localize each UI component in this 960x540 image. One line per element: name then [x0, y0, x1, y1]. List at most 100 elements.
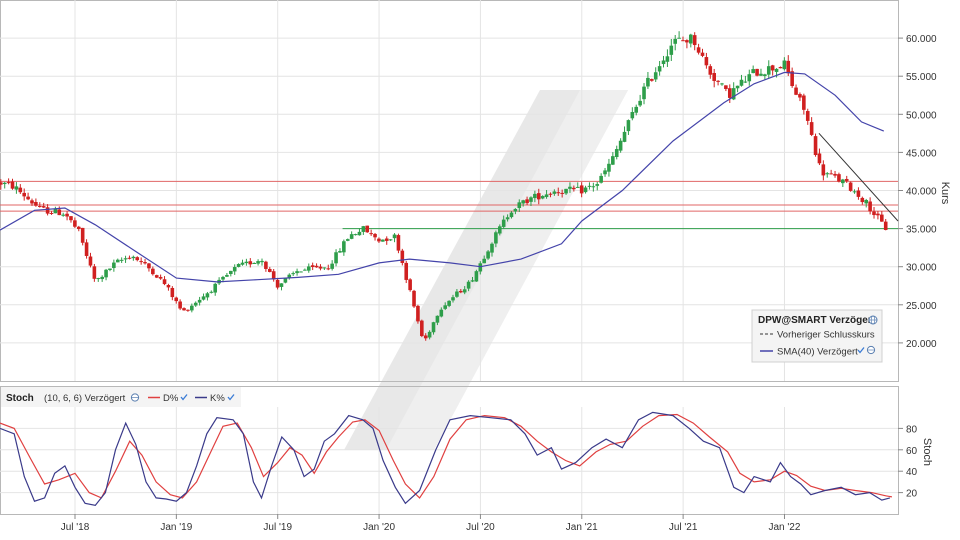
candle-up	[782, 60, 787, 70]
candle-up	[591, 186, 596, 188]
candle-up	[221, 276, 225, 280]
candle-down	[821, 164, 826, 176]
candle-up	[474, 271, 479, 282]
candle-up	[61, 214, 65, 216]
legend-sma-label: SMA(40) Verzögert	[777, 347, 858, 358]
candle-down	[572, 187, 576, 190]
downtrend-line	[818, 133, 899, 222]
candle-down	[326, 268, 331, 270]
candle-down	[848, 182, 853, 191]
candle-down	[770, 65, 775, 71]
candle-up	[766, 66, 771, 75]
candle-down	[178, 301, 182, 309]
candle-up	[225, 275, 229, 277]
candle-up	[287, 274, 292, 278]
candle-up	[864, 200, 869, 204]
check-icon[interactable]	[857, 347, 865, 354]
candle-up	[108, 268, 112, 270]
candle-up	[205, 293, 210, 298]
candle-down	[369, 233, 373, 235]
globe-icon[interactable]	[866, 345, 876, 355]
candle-up	[427, 331, 432, 338]
candle-down	[844, 178, 849, 181]
candle-up	[735, 85, 740, 89]
candle-up	[462, 289, 467, 293]
candle-up	[361, 226, 366, 232]
candle-down	[704, 57, 709, 66]
candle-up	[614, 149, 619, 158]
candle-up	[244, 261, 249, 264]
candle-down	[794, 87, 798, 95]
globe-icon[interactable]	[868, 315, 878, 325]
candle-up	[443, 305, 448, 309]
candle-up	[345, 239, 350, 241]
candle-up	[665, 56, 670, 62]
candle-down	[84, 242, 89, 256]
candle-down	[158, 276, 163, 279]
stoch-y-axis: 80 60 40 20	[898, 424, 918, 500]
candle-up	[731, 88, 736, 100]
candle-down	[556, 192, 561, 194]
candle-up	[763, 74, 767, 77]
candle-down	[817, 153, 822, 164]
candle-down	[400, 250, 405, 263]
candle-down	[579, 185, 584, 194]
candle-up	[505, 217, 510, 220]
candle-down	[778, 66, 783, 69]
candle-up	[353, 234, 358, 236]
candle-up	[451, 297, 455, 301]
candle-up	[630, 112, 635, 119]
stoch-axis-label: Stoch	[921, 438, 933, 466]
candle-up	[115, 259, 120, 263]
candle-up	[112, 262, 116, 269]
candle-up	[104, 269, 108, 278]
candle-down	[22, 192, 27, 197]
candle-up	[392, 234, 397, 239]
candle-down	[404, 262, 409, 280]
candle-up	[306, 266, 311, 271]
price-y-axis: 60.000 55.000 50.000 45.000 40.000 35.000 30.0…	[898, 34, 937, 350]
candle-down	[182, 308, 186, 311]
candle-down	[872, 211, 876, 216]
candle-up	[256, 261, 260, 264]
candle-down	[712, 73, 716, 81]
candle-down	[883, 221, 888, 230]
candle-down	[755, 68, 759, 76]
candle-down	[154, 275, 159, 278]
candle-up	[213, 283, 218, 293]
candle-up	[852, 191, 857, 193]
check-icon[interactable]	[227, 394, 235, 401]
candle-down	[37, 205, 42, 207]
candle-down	[151, 268, 155, 275]
candle-up	[739, 79, 744, 86]
candle-up	[774, 68, 779, 72]
candle-up	[260, 260, 264, 263]
candle-up	[657, 66, 662, 72]
candle-down	[248, 261, 253, 265]
candle-down	[65, 213, 69, 217]
candle-up	[634, 106, 639, 113]
candle-down	[416, 305, 420, 322]
price-tick-label: 50.000	[906, 110, 937, 121]
candle-up	[470, 280, 475, 282]
candle-up	[209, 291, 214, 293]
candle-down	[275, 279, 280, 288]
x-tick-label: Jan '22	[769, 522, 801, 533]
candle-up	[131, 256, 136, 259]
check-icon[interactable]	[180, 394, 188, 401]
candle-down	[833, 173, 837, 176]
candle-down	[377, 238, 381, 242]
price-tick-label: 55.000	[906, 72, 937, 83]
candle-down	[57, 209, 62, 216]
candle-down	[548, 193, 553, 195]
stoch-gridlines	[0, 407, 898, 514]
candle-down	[73, 220, 77, 227]
globe-icon[interactable]	[130, 393, 140, 402]
x-tick-label: Jul '19	[263, 522, 292, 533]
candle-down	[459, 290, 463, 293]
candle-up	[201, 296, 206, 300]
x-tick-label: Jul '20	[466, 522, 495, 533]
price-tick-label: 45.000	[906, 148, 937, 159]
candle-up	[100, 276, 104, 280]
candle-down	[30, 200, 34, 204]
